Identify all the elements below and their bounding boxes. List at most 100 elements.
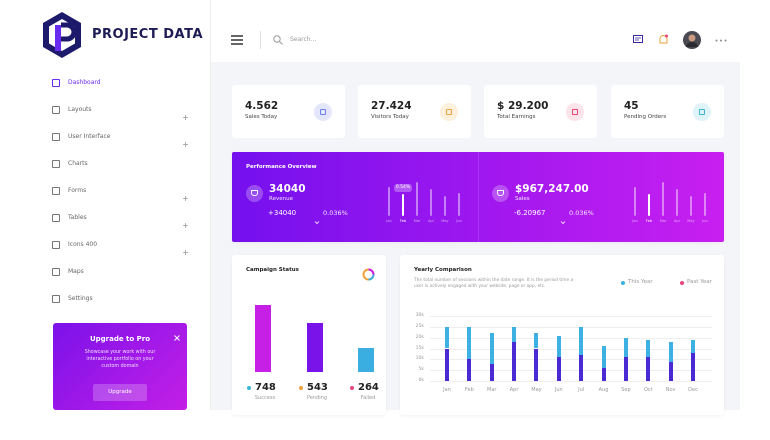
search-input[interactable]: Search... bbox=[290, 36, 317, 43]
bar-segment bbox=[489, 333, 494, 364]
bar-segment bbox=[668, 361, 673, 381]
promo-close[interactable] bbox=[173, 327, 181, 341]
bar-segment bbox=[512, 326, 517, 342]
yearly-title: Yearly Comparison bbox=[414, 267, 472, 273]
stat-card: 45 Pending Orders bbox=[611, 85, 724, 138]
grid-line bbox=[430, 326, 712, 328]
mini-month: Apr bbox=[427, 219, 435, 223]
grid-line bbox=[430, 370, 712, 372]
expand-icon[interactable] bbox=[182, 106, 189, 120]
panel-label: Revenue bbox=[269, 196, 293, 202]
mini-month: Feb bbox=[645, 219, 653, 223]
avatar[interactable] bbox=[683, 31, 701, 49]
x-tick-label: Jul bbox=[578, 387, 585, 393]
bar-segment bbox=[646, 339, 651, 358]
mini-bar bbox=[704, 192, 706, 216]
mini-month: Jun bbox=[702, 219, 708, 223]
expand-icon[interactable] bbox=[182, 133, 189, 147]
logo bbox=[43, 12, 81, 58]
mini-bar bbox=[458, 192, 460, 216]
chevron-icon bbox=[314, 210, 320, 225]
mini-bar bbox=[402, 194, 404, 216]
sidebar-item[interactable]: Forms bbox=[46, 184, 196, 201]
bar-segment bbox=[601, 368, 606, 381]
campaign-bar bbox=[307, 323, 323, 372]
mini-bar bbox=[416, 181, 418, 216]
bell-icon[interactable] bbox=[658, 34, 669, 46]
panel-change: -6.20967 bbox=[514, 209, 546, 217]
bar-segment bbox=[556, 335, 561, 358]
sidebar-item[interactable]: Charts bbox=[46, 157, 196, 171]
stat-icon bbox=[566, 103, 584, 121]
legend-dot bbox=[350, 386, 354, 390]
mini-month: Feb bbox=[399, 219, 407, 223]
mini-bar bbox=[648, 194, 650, 216]
sidebar-icon bbox=[52, 79, 60, 87]
expand-icon[interactable] bbox=[182, 241, 189, 255]
bar-segment bbox=[445, 326, 449, 349]
promo-title: Upgrade to Pro bbox=[89, 335, 151, 343]
legend-dot bbox=[621, 281, 625, 285]
menu-button[interactable] bbox=[231, 35, 243, 45]
chevron-icon bbox=[560, 210, 566, 225]
campaign-card: Campaign Status 748 Success 543 Pending 264 F… bbox=[232, 255, 386, 415]
legend-dot bbox=[299, 386, 303, 390]
expand-icon[interactable] bbox=[182, 214, 189, 228]
sidebar-icon bbox=[52, 106, 60, 114]
sidebar-item[interactable]: Maps bbox=[46, 265, 196, 279]
bar-segment bbox=[556, 357, 561, 381]
sidebar-item[interactable]: Icons 400 bbox=[46, 238, 196, 255]
panel-icon-glyph bbox=[251, 190, 258, 196]
grid-line bbox=[430, 359, 712, 361]
sidebar-item[interactable]: Tables bbox=[46, 211, 196, 228]
x-tick-label: Oct bbox=[643, 387, 653, 393]
panel-icon bbox=[492, 185, 509, 202]
stat-card: 4.562 Sales Today bbox=[232, 85, 345, 138]
sidebar-icon bbox=[52, 241, 60, 249]
x-tick-label: Jun bbox=[554, 387, 563, 393]
legend-label: This Year bbox=[628, 279, 653, 285]
bar-segment bbox=[534, 333, 539, 349]
sidebar-item[interactable]: Settings bbox=[46, 292, 196, 306]
legend-dot bbox=[247, 386, 251, 390]
stat-label: Sales Today bbox=[245, 114, 278, 120]
performance-card: Performance Overview 34040 Revenue +34040 0… bbox=[232, 152, 724, 242]
sidebar-icon bbox=[52, 133, 60, 141]
x-tick-label: Aug bbox=[598, 387, 609, 393]
yearly-card: Yearly Comparison The total number of se… bbox=[400, 255, 724, 415]
sidebar-icon bbox=[52, 268, 60, 276]
chat-icon[interactable] bbox=[633, 35, 644, 45]
bar-segment bbox=[445, 348, 449, 381]
sidebar-label: Dashboard bbox=[68, 79, 101, 86]
y-tick-label: 5k bbox=[418, 367, 424, 373]
campaign-bar bbox=[255, 304, 271, 372]
mini-bar bbox=[676, 189, 678, 216]
sidebar-border bbox=[210, 0, 211, 410]
performance-title: Performance Overview bbox=[246, 164, 317, 170]
expand-icon[interactable] bbox=[182, 187, 189, 201]
y-tick-label: 15k bbox=[415, 345, 424, 351]
promo-text: Showcase your work with our interactive … bbox=[84, 350, 156, 369]
sidebar-item[interactable]: Dashboard bbox=[46, 76, 196, 90]
sidebar-icon bbox=[52, 295, 60, 303]
y-tick-label: 20k bbox=[415, 334, 424, 340]
yearly-description: The total number of sessions within the … bbox=[414, 278, 574, 289]
sidebar-item[interactable]: Layouts bbox=[46, 103, 196, 120]
promo-button[interactable]: Upgrade bbox=[93, 384, 147, 401]
mini-month: Mar bbox=[659, 219, 667, 223]
highlight-pill: 0.54% bbox=[394, 184, 412, 193]
x-tick-label: Feb bbox=[464, 387, 474, 393]
stat-label: Total Earnings bbox=[497, 114, 536, 120]
stat-card: $ 29.200 Total Earnings bbox=[484, 85, 597, 138]
panel-percent: 0.036% bbox=[323, 209, 348, 217]
more-button[interactable] bbox=[715, 39, 727, 42]
mini-month: Mar bbox=[413, 219, 421, 223]
stat-icon-glyph bbox=[572, 109, 578, 115]
sidebar-label: Icons 400 bbox=[68, 241, 98, 248]
bar-segment bbox=[489, 363, 494, 381]
sidebar-item[interactable]: User Interface bbox=[46, 130, 196, 147]
campaign-value: 543 bbox=[307, 382, 328, 393]
mini-month: May bbox=[687, 219, 695, 223]
campaign-name: Pending bbox=[307, 395, 327, 401]
